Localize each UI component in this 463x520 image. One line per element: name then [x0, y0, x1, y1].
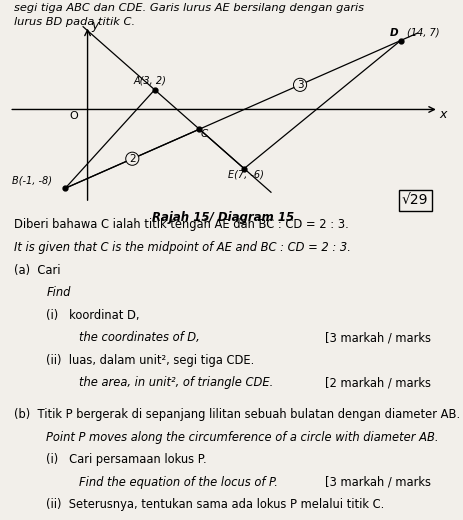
Text: Find: Find	[46, 286, 71, 299]
Text: O: O	[69, 111, 78, 121]
Text: E(7, -6): E(7, -6)	[228, 170, 264, 179]
Text: [3 markah / marks: [3 markah / marks	[324, 476, 430, 489]
Text: x: x	[438, 108, 446, 121]
Text: Rajah 15/ Diagram 15: Rajah 15/ Diagram 15	[151, 211, 293, 224]
Text: (14, 7): (14, 7)	[407, 28, 439, 37]
Text: (b)  Titik P bergerak di sepanjang lilitan sebuah bulatan dengan diameter AB.: (b) Titik P bergerak di sepanjang lilita…	[14, 408, 459, 421]
Text: the area, in unit², of triangle CDE.: the area, in unit², of triangle CDE.	[79, 376, 273, 389]
Text: C: C	[200, 129, 207, 139]
Text: It is given that C is the midpoint of AE and BC : CD = 2 : 3.: It is given that C is the midpoint of AE…	[14, 241, 350, 254]
Text: 3: 3	[296, 80, 303, 90]
Text: y: y	[92, 19, 99, 32]
Text: lurus BD pada titik C.: lurus BD pada titik C.	[14, 17, 135, 27]
Text: D: D	[389, 28, 398, 37]
Text: Find the equation of the locus of P.: Find the equation of the locus of P.	[79, 476, 277, 489]
Text: 2: 2	[129, 154, 135, 164]
Text: [2 markah / marks: [2 markah / marks	[324, 376, 430, 389]
Text: (ii)  Seterusnya, tentukan sama ada lokus P melalui titik C.: (ii) Seterusnya, tentukan sama ada lokus…	[46, 498, 384, 511]
Text: (ii)  luas, dalam unit², segi tiga CDE.: (ii) luas, dalam unit², segi tiga CDE.	[46, 354, 254, 367]
Text: √29: √29	[401, 193, 428, 207]
Text: segi tiga ABC dan CDE. Garis lurus AE bersilang dengan garis: segi tiga ABC dan CDE. Garis lurus AE be…	[14, 3, 363, 12]
Text: (a)  Cari: (a) Cari	[14, 264, 60, 277]
Text: [3 markah / marks: [3 markah / marks	[324, 331, 430, 344]
Text: B(-1, -8): B(-1, -8)	[12, 175, 51, 185]
Text: Diberi bahawa C ialah titik tengah AE dan BC : CD = 2 : 3.: Diberi bahawa C ialah titik tengah AE da…	[14, 218, 348, 231]
Text: (i)   koordinat D,: (i) koordinat D,	[46, 309, 140, 322]
Text: Point P moves along the circumference of a circle with diameter AB.: Point P moves along the circumference of…	[46, 431, 438, 444]
Text: (i)   Cari persamaan lokus P.: (i) Cari persamaan lokus P.	[46, 453, 206, 466]
Text: A(3, 2): A(3, 2)	[133, 76, 166, 86]
Text: the coordinates of D,: the coordinates of D,	[79, 331, 199, 344]
